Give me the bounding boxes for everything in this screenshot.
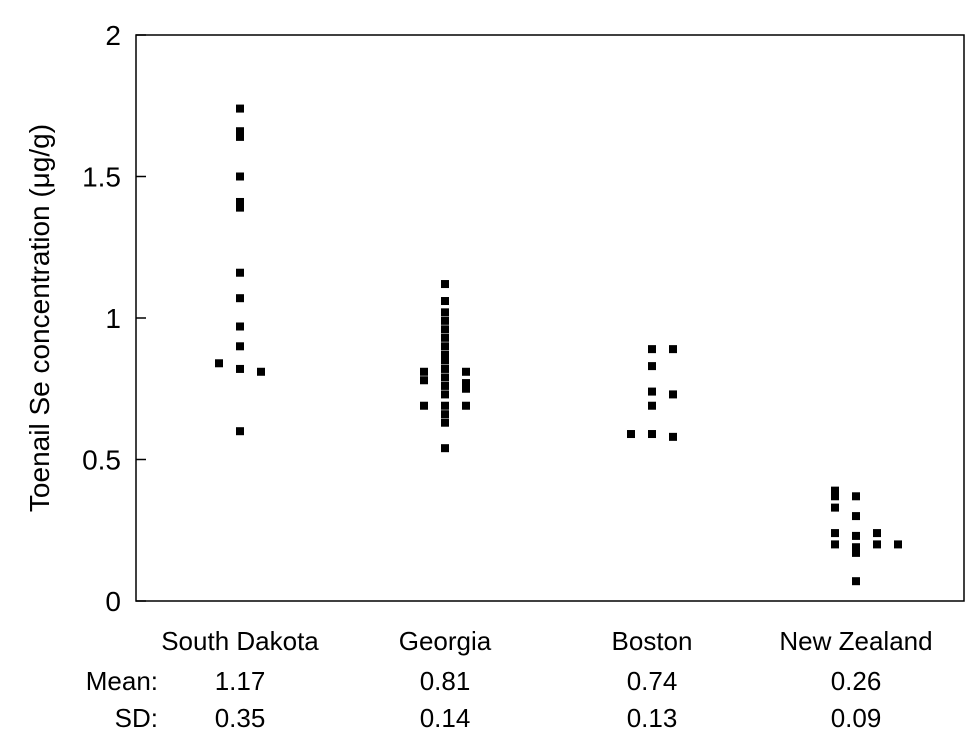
data-point <box>236 322 244 331</box>
data-point <box>420 367 428 376</box>
sd-values: 0.35 0.14 0.13 0.09 <box>215 703 882 733</box>
sd-value: 0.09 <box>831 703 882 733</box>
mean-values: 1.17 0.81 0.74 0.26 <box>215 666 882 696</box>
mean-value: 0.74 <box>627 666 678 696</box>
data-point <box>236 342 244 351</box>
category-label: Boston <box>612 626 693 656</box>
data-point <box>648 387 656 396</box>
data-point <box>236 127 244 136</box>
x-axis-categories: South Dakota Georgia Boston New Zealand <box>161 626 932 656</box>
data-point <box>648 401 656 410</box>
data-point <box>441 316 449 325</box>
data-point <box>215 359 223 368</box>
y-tick-label: 2 <box>105 20 121 51</box>
y-tick-label: 0 <box>105 586 121 617</box>
data-point <box>831 486 839 495</box>
data-point <box>236 132 244 141</box>
data-point <box>236 172 244 181</box>
data-point <box>648 362 656 371</box>
data-points <box>215 104 902 586</box>
data-point <box>627 430 635 439</box>
data-point <box>236 203 244 212</box>
data-point <box>441 342 449 351</box>
data-point <box>441 418 449 427</box>
data-point <box>852 548 860 557</box>
data-point <box>831 492 839 501</box>
data-point <box>236 427 244 436</box>
data-point <box>669 432 677 441</box>
data-point <box>873 529 881 538</box>
data-point <box>441 401 449 410</box>
y-axis: 0 0.5 1 1.5 2 <box>82 20 146 617</box>
mean-row-label: Mean: <box>86 666 158 696</box>
data-point <box>852 512 860 521</box>
data-point <box>441 333 449 342</box>
mean-value: 1.17 <box>215 666 266 696</box>
data-point <box>873 540 881 549</box>
data-point <box>420 376 428 385</box>
data-point <box>852 531 860 540</box>
data-point <box>852 577 860 586</box>
plot-frame <box>135 34 965 602</box>
data-point <box>441 364 449 373</box>
mean-value: 0.26 <box>831 666 882 696</box>
data-point <box>462 384 470 393</box>
data-point <box>236 364 244 373</box>
sd-row-label: SD: <box>115 703 158 733</box>
data-point <box>648 345 656 354</box>
data-point <box>441 410 449 419</box>
data-point <box>831 529 839 538</box>
data-point <box>420 401 428 410</box>
data-point <box>441 356 449 365</box>
y-tick-label: 1 <box>105 303 121 334</box>
data-point <box>831 503 839 512</box>
data-point <box>441 297 449 306</box>
data-point <box>441 325 449 334</box>
data-point <box>462 401 470 410</box>
data-point <box>894 540 902 549</box>
data-point <box>441 350 449 359</box>
y-tick-label: 0.5 <box>82 445 121 476</box>
y-tick-label: 1.5 <box>82 162 121 193</box>
data-point <box>852 492 860 501</box>
category-label: South Dakota <box>161 626 319 656</box>
data-point <box>462 379 470 388</box>
data-point <box>257 367 265 376</box>
category-label: Georgia <box>399 626 492 656</box>
data-point <box>236 294 244 303</box>
data-point <box>236 268 244 277</box>
data-point <box>852 543 860 552</box>
data-point <box>441 390 449 399</box>
sd-value: 0.35 <box>215 703 266 733</box>
data-point <box>648 430 656 439</box>
data-point <box>441 373 449 382</box>
data-point <box>831 540 839 549</box>
data-point <box>669 345 677 354</box>
data-point <box>441 381 449 390</box>
y-axis-title: Toenail Se concentration (μg/g) <box>24 124 55 512</box>
sd-value: 0.14 <box>420 703 471 733</box>
category-label: New Zealand <box>779 626 932 656</box>
mean-value: 0.81 <box>420 666 471 696</box>
data-point <box>236 104 244 113</box>
data-point <box>462 367 470 376</box>
data-point <box>236 197 244 206</box>
data-point <box>669 390 677 399</box>
data-point <box>441 444 449 453</box>
data-point <box>441 308 449 317</box>
data-point <box>441 280 449 289</box>
sd-value: 0.13 <box>627 703 678 733</box>
